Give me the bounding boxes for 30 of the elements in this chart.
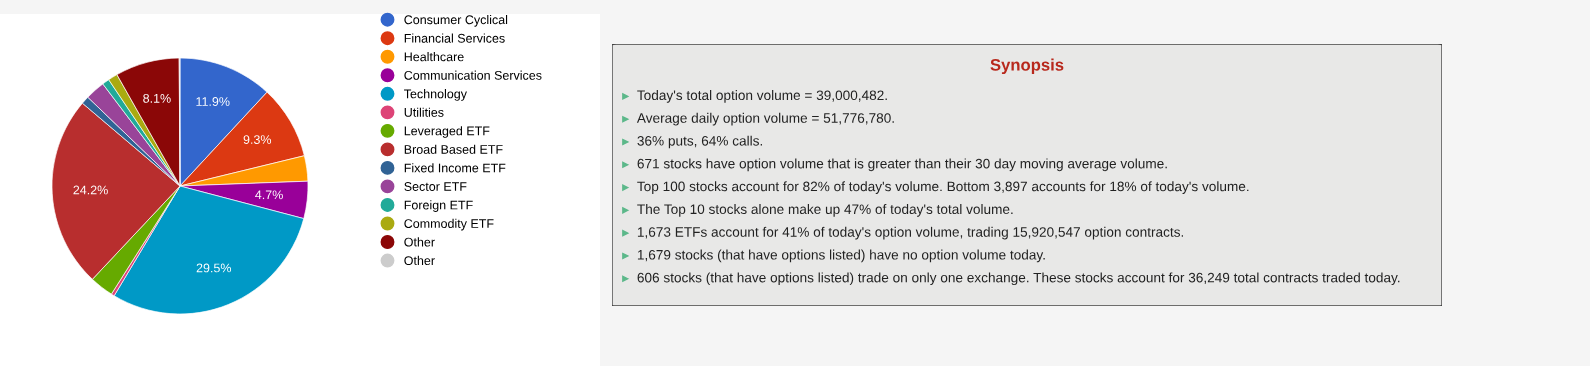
text: Average daily option volume = 51,776,780.	[636, 112, 894, 126]
legend-label: Financial Services	[404, 33, 505, 43]
text: 606 stocks (that have options listed) trade on only one exchange. These stocks account for 36,249 total contracts traded today.	[637, 272, 1400, 286]
text: 36% puts, 64% calls.	[637, 135, 763, 149]
legend-label: Utilities	[404, 107, 444, 117]
legend-label: Healthcare	[404, 52, 464, 62]
legend-label: Broad Based ETF	[404, 144, 503, 154]
legend-label: Foreign ETF	[404, 200, 473, 212]
legend-label: Fixed Income ETF	[404, 163, 506, 173]
text: 1,673 ETFs account for 41% of today's option volume, trading 15,920,547 option contracts.	[637, 226, 1184, 240]
legend-label: Consumer Cyclical	[404, 15, 508, 27]
text: Top 100 stocks account for 82% of today's volume. Bottom 3,897 accounts for 18% of today's volume.	[637, 181, 1249, 194]
text: Today's total option volume = 39,000,482.	[637, 90, 887, 103]
text: 671 stocks have option volume that is greater than their 30 day moving average volume.	[637, 158, 1167, 172]
legend-label: Sector ETF	[404, 182, 467, 191]
data-label: 11.9%	[196, 97, 230, 106]
legend-label: Other	[404, 255, 435, 266]
data-label: 9.3%	[243, 135, 272, 144]
legend-label: Commodity ETF	[404, 218, 494, 231]
text: 1,679 stocks (that have options listed) have no option volume today.	[637, 249, 1045, 263]
text: The Top 10 stocks alone make up 47% of today's total volume.	[637, 204, 1013, 217]
text: Synopsis	[990, 58, 1064, 75]
data-label: 4.7%	[255, 190, 283, 200]
legend-label: Communication Services	[404, 70, 542, 80]
legend-label: Technology	[404, 89, 467, 101]
data-label: 8.1%	[143, 93, 171, 103]
legend-label: Leveraged ETF	[404, 126, 490, 138]
legend-label: Other	[404, 237, 435, 247]
data-label: 29.5%	[196, 263, 232, 273]
data-label: 24.2%	[73, 185, 108, 195]
